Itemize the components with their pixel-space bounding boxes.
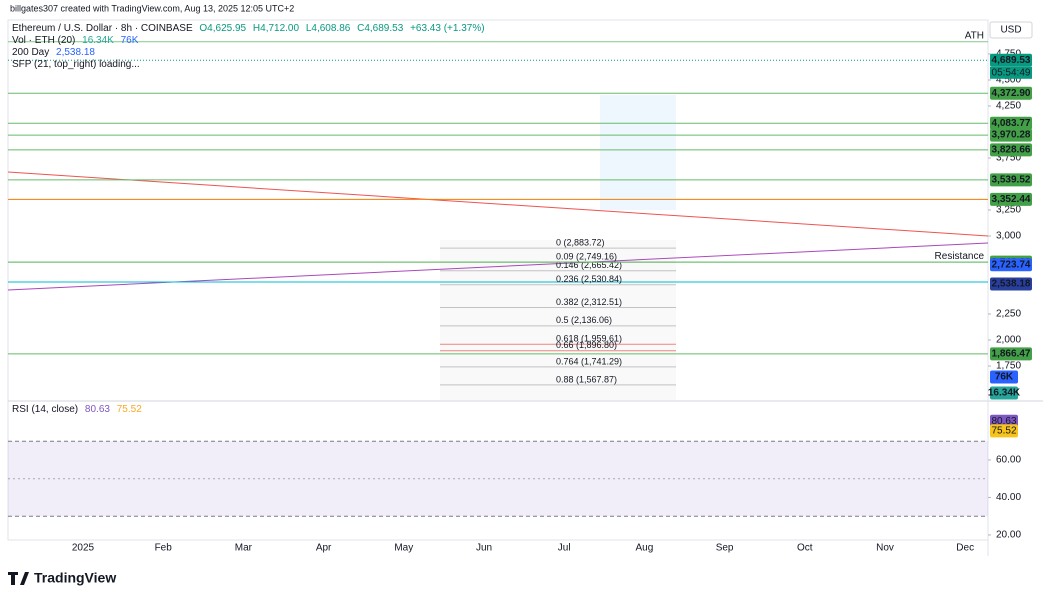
level-label-box <box>990 86 1032 100</box>
rsi-value: 80.63 <box>84 404 110 415</box>
level-label: 4,372.90 <box>992 88 1031 99</box>
volume-value: 16.34K <box>82 35 114 46</box>
fib-label: 0.236 (2,530.84) <box>556 274 622 284</box>
timer: 05:54:49 <box>992 67 1031 78</box>
legend-row: Ethereum / U.S. Dollar · 8h · COINBASE O… <box>12 23 489 34</box>
level-label-box <box>990 173 1032 187</box>
fib-zone <box>440 240 676 400</box>
volume-label: 16.34K <box>988 388 1021 399</box>
currency: USD <box>1000 25 1021 36</box>
y-tick-label: 2,250 <box>996 309 1021 320</box>
level-label-box <box>990 143 1032 157</box>
x-tick-label: Feb <box>155 543 173 554</box>
x-tick-label: Nov <box>876 543 894 554</box>
sfp: SFP (21, top_right) loading... <box>12 59 140 70</box>
x-tick-label: Sep <box>716 543 734 554</box>
timer-box <box>990 66 1032 79</box>
fib-label: 0.618 (1,959.61) <box>556 334 622 344</box>
last-box <box>990 424 1018 438</box>
open: O4,625.95 <box>199 23 247 34</box>
currency-box[interactable] <box>989 21 1033 39</box>
y-tick-label: 1,750 <box>996 361 1021 372</box>
x-tick-label: 2025 <box>72 543 95 554</box>
fib-label: 0.09 (2,749.16) <box>556 251 617 261</box>
volume: Vol · ETH (20) <box>12 35 76 46</box>
current-price-box <box>990 53 1032 67</box>
volume-label: 76K <box>995 372 1014 383</box>
level-label-box <box>990 258 1032 272</box>
fib-label: 0.764 (1,741.29) <box>556 356 622 366</box>
change: +63.43 (+1.37%) <box>410 23 485 34</box>
level-label: 3,828.66 <box>992 144 1031 155</box>
legend-row: SFP (21, top_right) loading... <box>12 59 144 70</box>
x-tick-label: Aug <box>636 543 654 554</box>
trend-line <box>7 171 989 237</box>
legend-row: 200 Day 2,538.18 <box>12 47 99 58</box>
y-tick-label: 60.00 <box>996 455 1021 466</box>
rsi-legend: RSI (14, close) 80.63 75.52 <box>12 404 146 415</box>
rsi-ma-value: 75.52 <box>116 404 142 415</box>
fib-label: 0.382 (2,312.51) <box>556 297 622 307</box>
level-label-box <box>990 192 1032 206</box>
volume-ma: 76K <box>120 35 139 46</box>
fib-label: 0.146 (2,665.42) <box>556 260 622 270</box>
level-label: 3,970.28 <box>992 130 1031 141</box>
attribution: billgates307 created with TradingView.co… <box>10 3 294 13</box>
ma-name: 200 Day <box>12 47 50 58</box>
y-tick-label: 20.00 <box>996 530 1021 541</box>
x-tick-label: Oct <box>797 543 813 554</box>
fib-label: 0.88 (1,567.87) <box>556 374 617 384</box>
fib-label: 0 (2,883.72) <box>556 237 605 247</box>
level-label: 4,083.77 <box>992 118 1031 129</box>
brand: TradingView <box>34 570 116 586</box>
level-label-box <box>990 116 1032 130</box>
ma-value: 2,538.18 <box>56 47 95 58</box>
volume-label-box <box>990 386 1018 400</box>
annotation: Resistance <box>935 251 985 262</box>
last-label: 80.63 <box>991 416 1016 427</box>
legend-row: Vol · ETH (20) 16.34K 76K <box>12 35 142 46</box>
level-label-box <box>990 277 1032 291</box>
last-label: 75.52 <box>991 425 1016 436</box>
low: L4,608.86 <box>305 23 351 34</box>
y-tick-label: 40.00 <box>996 492 1021 503</box>
x-tick-label: Mar <box>235 543 253 554</box>
y-tick-label: 3,250 <box>996 205 1021 216</box>
sfp-zone <box>600 95 676 210</box>
x-tick-label: Apr <box>316 543 332 554</box>
level-label-box <box>990 347 1032 361</box>
y-tick-label: 4,250 <box>996 101 1021 112</box>
level-label: 2,538.18 <box>992 279 1031 290</box>
level-label: 3,539.52 <box>992 175 1031 186</box>
close: C4,689.53 <box>357 23 404 34</box>
symbol: Ethereum / U.S. Dollar · 8h · COINBASE <box>12 23 193 34</box>
y-tick-label: 4,500 <box>996 75 1021 86</box>
level-label: 2,723.74 <box>992 259 1031 270</box>
annotation: ATH <box>965 30 984 41</box>
level-label: 3,352.44 <box>992 194 1031 205</box>
x-tick-label: Jun <box>476 543 492 554</box>
y-tick-label: 2,000 <box>996 335 1021 346</box>
x-tick-label: Dec <box>956 543 974 554</box>
high: H4,712.00 <box>252 23 300 34</box>
x-tick-label: Jul <box>558 543 571 554</box>
fib-label: 0.5 (2,136.06) <box>556 315 612 325</box>
level-label-box <box>990 128 1032 142</box>
y-tick-label: 3,000 <box>996 231 1021 242</box>
fib-label: 0.66 (1,896.80) <box>556 340 617 350</box>
level-label: 1,866.47 <box>992 349 1031 360</box>
volume-label-box <box>990 370 1018 384</box>
x-tick-label: May <box>394 543 413 554</box>
current-price: 4,689.53 <box>992 55 1031 66</box>
y-tick-label: 3,750 <box>996 153 1021 164</box>
rsi-title: RSI (14, close) <box>12 404 79 415</box>
logo: TradingView <box>8 570 116 586</box>
